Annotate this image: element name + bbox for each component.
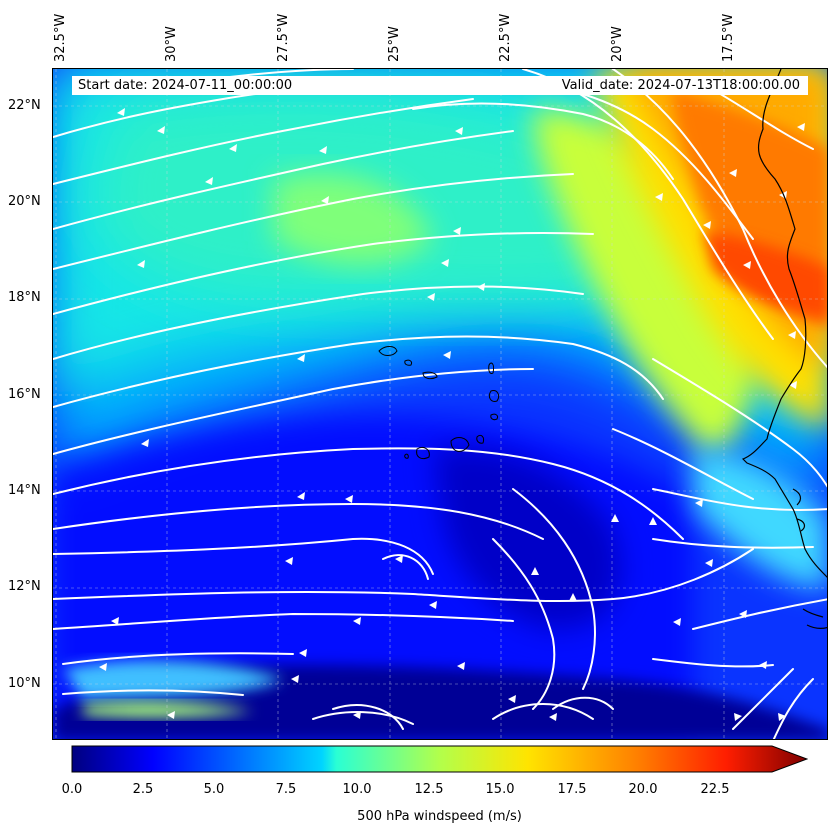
colorbar-tick-5: 5.0 [204, 782, 225, 797]
colorbar-tick-0: 0.0 [62, 782, 83, 797]
lat-label-22n: 22°N [8, 98, 41, 113]
colorbar-tick-22-5: 22.5 [701, 782, 730, 797]
lat-label-12n: 12°N [8, 579, 41, 594]
lat-label-10n: 10°N [8, 676, 41, 691]
lon-label-30w: 30°W [164, 26, 179, 62]
colorbar-tick-10: 10.0 [343, 782, 372, 797]
colorbar-tick-17-5: 17.5 [558, 782, 587, 797]
lon-label-22-5w: 22.5°W [498, 14, 513, 62]
lat-label-20n: 20°N [8, 194, 41, 209]
lat-label-14n: 14°N [8, 483, 41, 498]
colorbar-tick-20: 20.0 [629, 782, 658, 797]
windspeed-field [53, 69, 828, 740]
lon-label-32-5w: 32.5°W [53, 14, 68, 62]
windspeed-map [53, 69, 828, 740]
colorbar-gradient [72, 746, 807, 772]
lon-label-25w: 25°W [387, 26, 402, 62]
lon-label-20w: 20°W [610, 26, 625, 62]
colorbar-tick-7-5: 7.5 [276, 782, 297, 797]
colorbar-tick-2-5: 2.5 [133, 782, 154, 797]
colorbar-title: 500 hPa windspeed (m/s) [0, 809, 837, 824]
colorbar-tick-15: 15.0 [486, 782, 515, 797]
date-info-bar: Start date: 2024-07-11_00:00:00 Valid_da… [72, 76, 808, 95]
lon-label-27-5w: 27.5°W [276, 14, 291, 62]
lon-label-17-5w: 17.5°W [721, 14, 736, 62]
lat-label-18n: 18°N [8, 290, 41, 305]
colorbar-tick-12-5: 12.5 [415, 782, 444, 797]
lat-label-16n: 16°N [8, 387, 41, 402]
valid-date-label: Valid_date: 2024-07-13T18:00:00.00 [562, 78, 800, 93]
windspeed-colorbar [71, 745, 808, 773]
map-panel [52, 68, 828, 740]
start-date-label: Start date: 2024-07-11_00:00:00 [78, 78, 292, 93]
